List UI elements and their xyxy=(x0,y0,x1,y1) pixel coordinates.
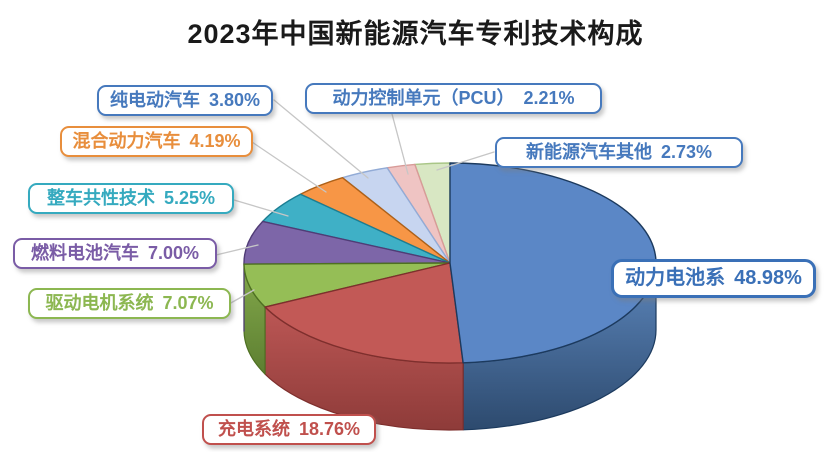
callout-hybrid-label: 混合动力汽车 xyxy=(72,131,181,151)
callout-bev-label: 纯电动汽车 xyxy=(109,90,200,110)
leader-line-6 xyxy=(228,289,255,305)
callout-power-battery-label: 动力电池系 xyxy=(625,267,726,289)
callout-hybrid-value: 4.19% xyxy=(189,131,241,151)
leader-line-2 xyxy=(436,151,495,171)
callout-drive-motor-value: 7.07% xyxy=(162,293,214,313)
callout-hybrid: 混合动力汽车 4.19% xyxy=(60,126,253,157)
callout-nev-other: 新能源汽车其他 2.73% xyxy=(495,137,743,168)
callout-nev-other-label: 新能源汽车其他 xyxy=(525,142,652,162)
callout-drive-motor: 驱动电机系统 7.07% xyxy=(28,288,231,319)
callout-vehicle-common: 整车共性技术 5.25% xyxy=(28,183,234,214)
leader-line-5 xyxy=(215,244,259,256)
leader-line-4 xyxy=(233,199,289,217)
callout-pcu-label: 动力控制单元（PCU） xyxy=(332,88,515,108)
callout-vehicle-common-value: 5.25% xyxy=(163,188,216,208)
chart-title: 2023年中国新能源汽车专利技术构成 xyxy=(187,19,644,49)
leader-line-0 xyxy=(273,99,369,179)
callout-pcu: 动力控制单元（PCU） 2.21% xyxy=(305,83,602,114)
callout-charging-system: 充电系统 18.76% xyxy=(202,414,376,445)
callout-power-battery: 动力电池系 48.98% xyxy=(611,259,816,298)
callout-fuel-cell-value: 7.00% xyxy=(147,243,200,263)
callout-bev-value: 3.80% xyxy=(208,90,261,110)
leader-line-1 xyxy=(391,113,409,175)
callout-fuel-cell: 燃料电池汽车 7.00% xyxy=(13,238,217,269)
pie-slice-charging-system xyxy=(264,262,464,364)
callout-power-battery-value: 48.98% xyxy=(734,267,802,289)
callout-nev-other-value: 2.73% xyxy=(660,142,713,162)
callout-charging-system-value: 18.76% xyxy=(298,419,361,439)
callout-pcu-value: 2.21% xyxy=(523,88,575,108)
callout-bev: 纯电动汽车 3.80% xyxy=(97,85,273,116)
callout-vehicle-common-label: 整车共性技术 xyxy=(46,188,155,208)
leader-line-3 xyxy=(251,141,327,193)
callout-fuel-cell-label: 燃料电池汽车 xyxy=(30,243,139,263)
callout-charging-system-label: 充电系统 xyxy=(217,419,290,439)
callout-drive-motor-label: 驱动电机系统 xyxy=(45,293,154,313)
